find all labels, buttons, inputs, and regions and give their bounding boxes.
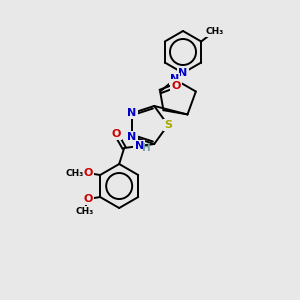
Text: N: N (135, 141, 144, 151)
Text: O: O (172, 80, 181, 91)
Text: N: N (127, 132, 136, 142)
Text: N: N (170, 74, 179, 84)
Text: O: O (112, 129, 121, 139)
Text: H: H (142, 143, 151, 153)
Text: O: O (83, 168, 93, 178)
Text: N: N (127, 108, 136, 118)
Text: N: N (178, 68, 188, 78)
Text: O: O (83, 194, 93, 204)
Text: S: S (164, 120, 172, 130)
Text: CH₃: CH₃ (65, 169, 83, 178)
Text: CH₃: CH₃ (75, 206, 93, 215)
Text: CH₃: CH₃ (205, 27, 223, 36)
